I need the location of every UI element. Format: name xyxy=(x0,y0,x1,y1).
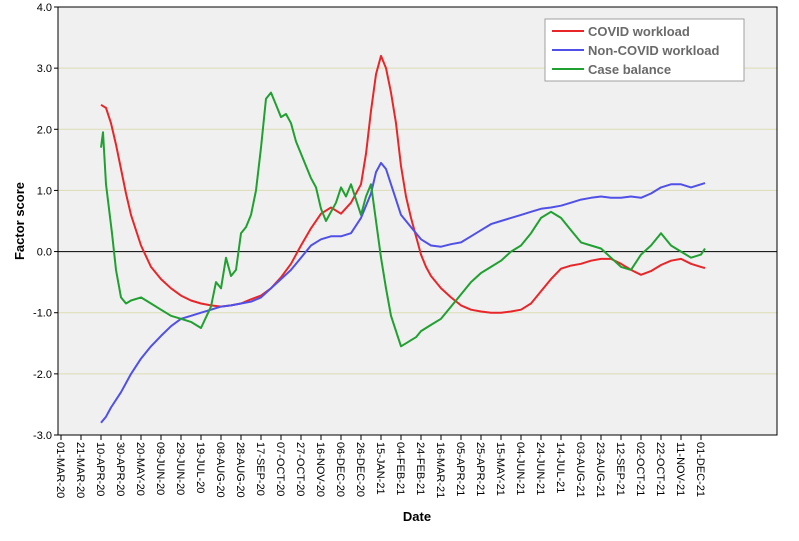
legend-label: Non-COVID workload xyxy=(588,43,720,58)
x-tick-label: 02-OCT-21 xyxy=(634,442,646,496)
y-axis-ticks: 4.0 3.0 2.0 1.0 0.0 -1.0 -2.0 -3.0 xyxy=(33,2,58,442)
x-tick-label: 08-AUG-20 xyxy=(214,442,226,498)
x-tick-label: 01-MAR-20 xyxy=(54,442,66,498)
x-tick-label: 25-APR-21 xyxy=(474,442,486,496)
x-tick-label: 07-OCT-20 xyxy=(274,442,286,496)
x-tick-label: 04-JUN-21 xyxy=(514,442,526,495)
legend-label: COVID workload xyxy=(588,24,690,39)
y-tick-label: -3.0 xyxy=(33,430,52,442)
x-tick-label: 15-JAN-21 xyxy=(374,442,386,495)
y-tick-label: 3.0 xyxy=(37,63,52,75)
y-tick-label: 1.0 xyxy=(37,185,52,197)
x-tick-label: 14-JUL-21 xyxy=(554,442,566,493)
y-axis-title: Factor score xyxy=(12,182,27,260)
x-tick-label: 11-NOV-21 xyxy=(674,442,686,496)
x-tick-label: 30-APR-20 xyxy=(114,442,126,496)
legend-label: Case balance xyxy=(588,62,671,77)
x-tick-label: 23-AUG-21 xyxy=(594,442,606,498)
series-layer xyxy=(100,54,706,424)
series-line-1 xyxy=(100,54,706,314)
series-line-2 xyxy=(100,161,706,424)
x-tick-label: 24-JUN-21 xyxy=(534,442,546,495)
x-tick-label: 03-AUG-21 xyxy=(574,442,586,498)
x-tick-label: 22-OCT-21 xyxy=(654,442,666,496)
x-tick-label: 04-FEB-21 xyxy=(394,442,406,495)
x-tick-label: 28-AUG-20 xyxy=(234,442,246,498)
legend: COVID workload Non-COVID workload Case bal… xyxy=(544,18,745,82)
x-tick-label: 17-SEP-20 xyxy=(254,442,266,496)
series-line-3 xyxy=(100,91,706,348)
x-tick-label: 15-MAY-21 xyxy=(494,442,506,496)
x-tick-label: 01-DEC-21 xyxy=(694,442,706,497)
y-tick-label: 2.0 xyxy=(37,124,52,136)
y-tick-label: -2.0 xyxy=(33,369,52,381)
x-axis-title: Date xyxy=(403,509,431,524)
y-tick-label: -1.0 xyxy=(33,308,52,320)
y-tick-label: 0.0 xyxy=(37,247,52,259)
x-tick-label: 16-MAR-21 xyxy=(434,442,446,498)
x-tick-label: 16-NOV-20 xyxy=(314,442,326,497)
x-tick-label: 24-FEB-21 xyxy=(414,442,426,495)
x-tick-label: 09-JUN-20 xyxy=(154,442,166,495)
x-tick-label: 19-JUL-20 xyxy=(194,442,206,493)
x-tick-label: 26-DEC-20 xyxy=(354,442,366,497)
x-tick-label: 10-APR-20 xyxy=(94,442,106,496)
plot-frame xyxy=(57,6,778,436)
x-tick-label: 05-APR-21 xyxy=(454,442,466,496)
x-tick-label: 29-JUN-20 xyxy=(174,442,186,495)
y-tick-label: 4.0 xyxy=(37,2,52,14)
x-tick-label: 20-MAY-20 xyxy=(134,442,146,496)
x-tick-label: 12-SEP-21 xyxy=(614,442,626,496)
x-tick-label: 21-MAR-20 xyxy=(74,442,86,498)
x-tick-label: 27-OCT-20 xyxy=(294,442,306,496)
x-axis-ticks: 01-MAR-20 21-MAR-20 10-APR-20 30-APR-20 20-M… xyxy=(54,435,706,498)
x-tick-label: 06-DEC-20 xyxy=(334,442,346,497)
